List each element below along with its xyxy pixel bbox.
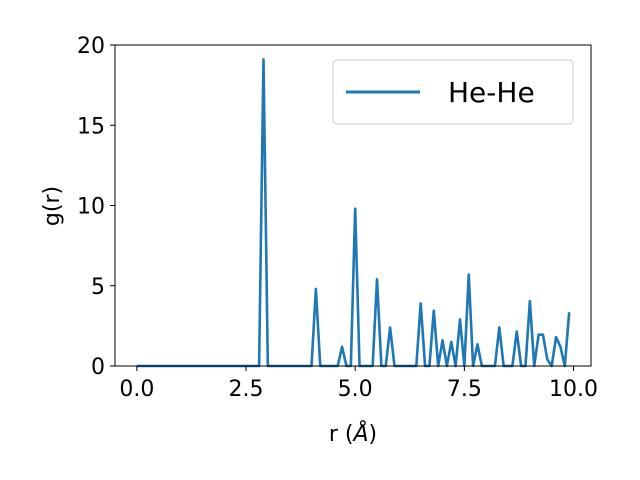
x-tick-label: 5.0 bbox=[338, 377, 373, 402]
x-axis-label-unit: Å bbox=[351, 420, 368, 447]
legend: He-He bbox=[332, 59, 574, 125]
x-tick-label: 10.0 bbox=[549, 377, 598, 402]
y-tick-label: 15 bbox=[77, 114, 105, 139]
y-tick-label: 10 bbox=[77, 195, 105, 220]
y-tick-label: 20 bbox=[77, 34, 105, 59]
axes-layer: 0.0 2.5 5.0 7.5 10.0 0 5 10 15 20 bbox=[77, 34, 598, 402]
legend-box bbox=[332, 59, 574, 125]
x-tick-label: 0.0 bbox=[119, 377, 154, 402]
x-axis-label-prefix: r ( bbox=[329, 422, 354, 447]
legend-label-he-he: He-He bbox=[448, 76, 535, 109]
x-tick-label: 2.5 bbox=[229, 377, 264, 402]
y-tick-label: 5 bbox=[91, 275, 105, 300]
y-tick-label: 0 bbox=[91, 355, 105, 380]
x-axis-label: r (Å) bbox=[329, 420, 377, 447]
x-tick-label: 7.5 bbox=[447, 377, 482, 402]
x-axis-label-suffix: ) bbox=[369, 422, 378, 447]
y-axis-label: g(r) bbox=[40, 186, 65, 226]
